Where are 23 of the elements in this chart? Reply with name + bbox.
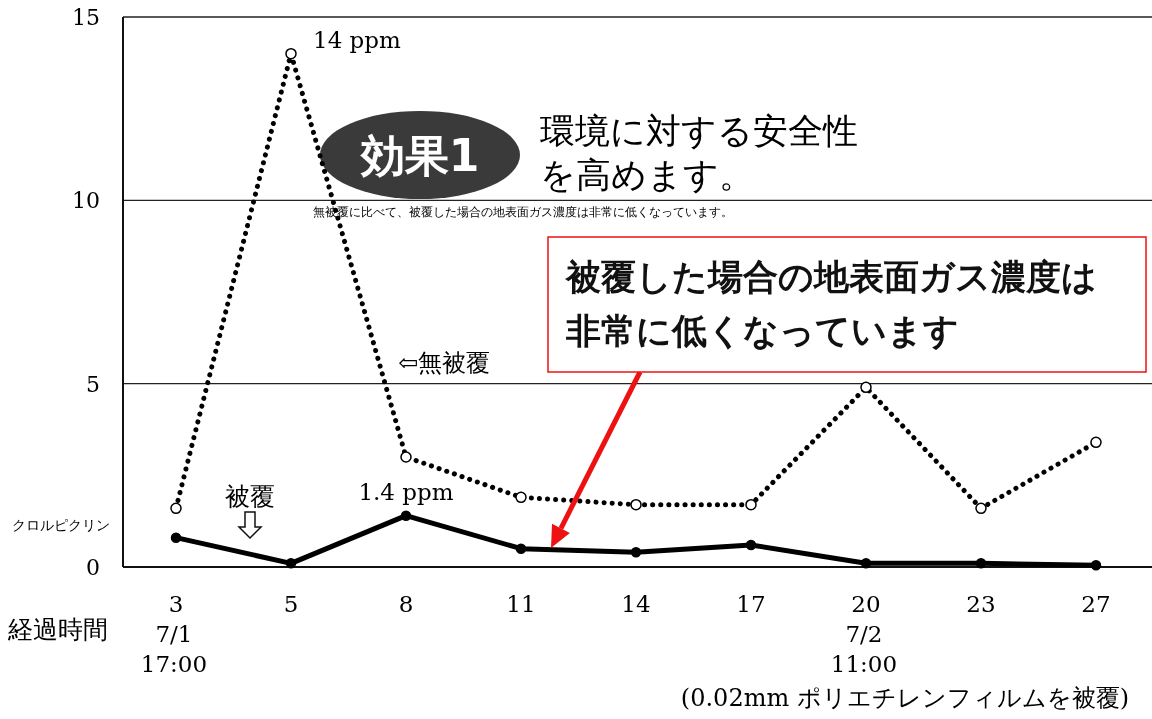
x-tick-label: 17 bbox=[736, 591, 766, 617]
x-tick-label: 20 7/2 11:00 bbox=[830, 591, 898, 677]
data-label: 1.4 ppm bbox=[358, 478, 454, 505]
text: 環境に対する安全性を高めます。 bbox=[540, 111, 858, 195]
y-tick-label: 15 bbox=[72, 5, 100, 30]
x-tick-label: 5 bbox=[283, 591, 299, 617]
annotation: 効果1 bbox=[359, 130, 480, 181]
y-tick-label: 10 bbox=[72, 188, 100, 214]
x-tick-label: 27 bbox=[1081, 591, 1111, 617]
x-tick-label: 8 bbox=[398, 591, 414, 617]
y-axis-title: クロルピクリン bbox=[12, 517, 110, 533]
y-tick-label: 0 bbox=[86, 555, 100, 580]
x-tick-label: 23 bbox=[966, 591, 996, 617]
series-label: ⇦無被覆 bbox=[398, 349, 491, 377]
y-tick-label: 5 bbox=[86, 371, 100, 397]
x-tick-label: 11 bbox=[506, 591, 536, 617]
data-label: 14 ppm bbox=[313, 26, 402, 53]
text: (0.02mm ポリエチレンフィルムを被覆) bbox=[680, 684, 1130, 712]
x-axis-title: 経過時間 bbox=[7, 615, 108, 644]
x-tick-label: 14 bbox=[621, 591, 651, 617]
annotation: 被覆 bbox=[225, 482, 275, 511]
annotation: 被覆した場合の地表面ガス濃度は非常に低くなっています bbox=[564, 257, 1097, 351]
x-tick-label: 3 7/1 17:00 bbox=[140, 591, 208, 677]
